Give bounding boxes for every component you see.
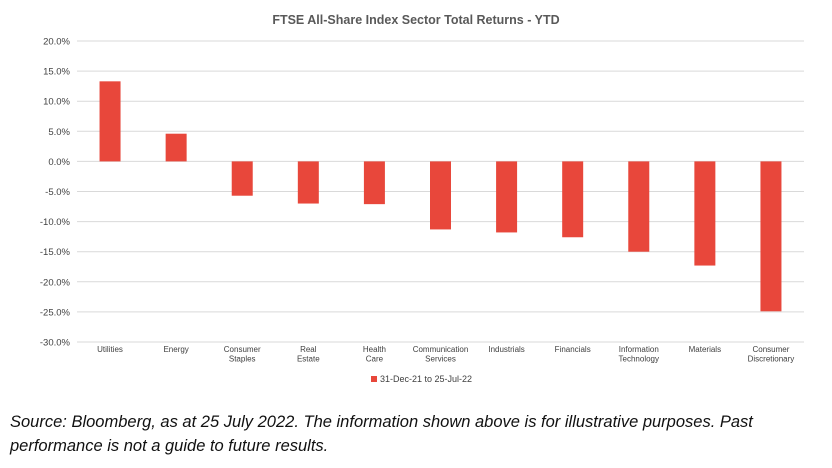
- bar: [694, 161, 716, 266]
- bar: [363, 161, 385, 205]
- x-tick-label: Real: [300, 345, 317, 354]
- y-tick-label: -15.0%: [40, 247, 71, 258]
- x-tick-label: Consumer: [224, 345, 261, 354]
- y-tick-label: 5.0%: [48, 127, 70, 138]
- y-tick-label: 15.0%: [43, 67, 70, 78]
- x-tick-label: Consumer: [753, 345, 790, 354]
- chart-title: FTSE All-Share Index Sector Total Return…: [272, 13, 559, 27]
- x-tick-label: Information: [619, 345, 659, 354]
- legend-label: 31-Dec-21 to 25-Jul-22: [380, 374, 472, 384]
- x-axis-tick-labels: Utilities Energy ConsumerStaplesRealEstate…: [97, 345, 794, 364]
- x-tick-label: Staples: [229, 355, 256, 364]
- y-tick-label: -5.0%: [45, 187, 70, 198]
- bar: [562, 161, 584, 238]
- bar: [496, 161, 518, 233]
- bar-chart: FTSE All-Share Index Sector Total Return…: [40, 13, 804, 384]
- y-tick-label: 10.0%: [43, 97, 70, 108]
- x-tick-label: Estate: [297, 355, 320, 364]
- x-tick-label: Industrials: [488, 345, 524, 354]
- bar: [231, 161, 253, 196]
- bar: [760, 161, 782, 312]
- y-tick-label: -20.0%: [40, 277, 71, 288]
- x-tick-label: Health: [363, 345, 386, 354]
- chart-container: FTSE All-Share Index Sector Total Return…: [40, 13, 804, 384]
- legend: 31-Dec-21 to 25-Jul-22: [371, 374, 472, 384]
- y-tick-label: 20.0%: [43, 37, 70, 48]
- x-tick-label: Financials: [555, 345, 591, 354]
- source-note: Source: Bloomberg, as at 25 July 2022. T…: [10, 413, 753, 455]
- y-tick-label: 0.0%: [48, 157, 70, 168]
- x-tick-label: Energy: [163, 345, 188, 354]
- bar: [628, 161, 650, 252]
- x-tick-label: Services: [425, 355, 456, 364]
- bar: [297, 161, 319, 204]
- bars: [99, 81, 782, 312]
- x-tick-label: Technology: [619, 355, 659, 364]
- y-axis-tick-labels: 20.0% 15.0% 10.0% 5.0% 0.0% -5.0% -10.0% -15.0%…: [40, 37, 71, 349]
- y-tick-label: -30.0%: [40, 338, 71, 349]
- bar: [165, 133, 187, 162]
- x-tick-label: Communication: [413, 345, 469, 354]
- legend-swatch: [371, 376, 377, 382]
- y-tick-label: -10.0%: [40, 217, 71, 228]
- x-tick-label: Utilities: [97, 345, 123, 354]
- y-tick-label: -25.0%: [40, 307, 71, 318]
- bar: [99, 81, 121, 162]
- bar: [430, 161, 451, 230]
- x-tick-label: Care: [366, 355, 384, 364]
- x-tick-label: Discretionary: [748, 355, 795, 364]
- x-tick-label: Materials: [689, 345, 721, 354]
